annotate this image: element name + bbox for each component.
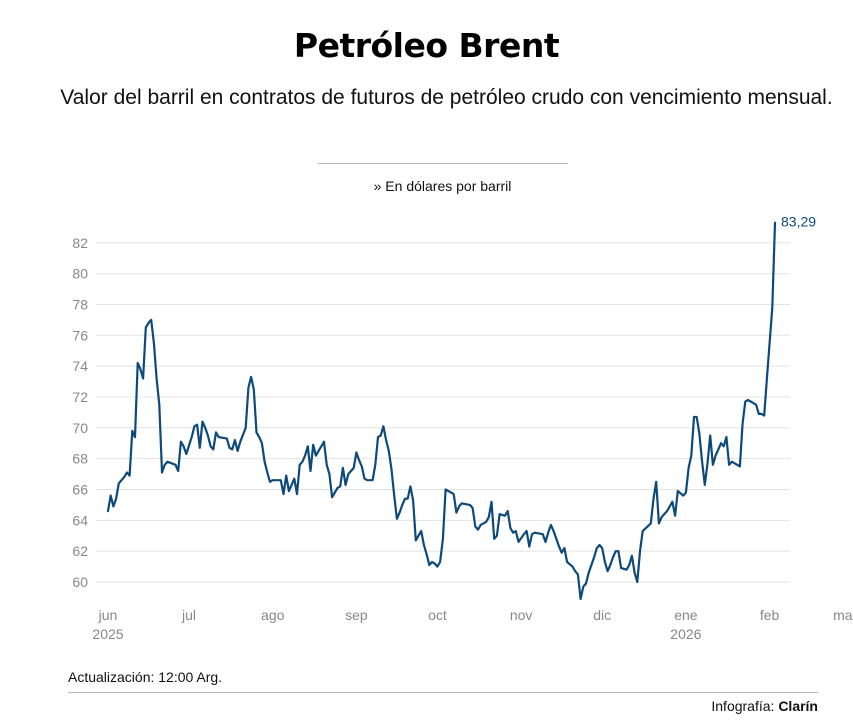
update-time: Actualización: 12:00 Arg. xyxy=(68,669,223,685)
x-tick-year-2025: 2025 xyxy=(92,626,123,642)
y-tick-label-62: 62 xyxy=(72,543,88,559)
x-tick-label-nov: nov xyxy=(510,607,533,623)
series-line-brent xyxy=(106,221,777,601)
credit: Infografía: Clarín xyxy=(711,698,818,714)
chart-title: Petróleo Brent xyxy=(293,26,560,65)
footer-divider xyxy=(68,692,818,693)
y-tick-label-76: 76 xyxy=(72,327,88,343)
x-tick-label-ene: ene xyxy=(674,607,698,623)
grid-lines xyxy=(96,242,790,583)
x-tick-label-jul: jul xyxy=(181,607,196,623)
last-value-label: 83,29 xyxy=(781,214,816,230)
x-tick-label-dic: dic xyxy=(593,607,611,623)
credit-prefix: Infografía: xyxy=(711,698,779,714)
x-tick-label-ago: ago xyxy=(261,607,285,623)
chart-subtitle: Valor del barril en contratos de futuros… xyxy=(60,86,833,109)
x-tick-label-feb: feb xyxy=(760,607,780,623)
y-tick-label-66: 66 xyxy=(72,481,88,497)
y-tick-label-74: 74 xyxy=(72,358,88,374)
y-tick-label-60: 60 xyxy=(72,574,88,590)
x-tick-label-jun: jun xyxy=(98,607,118,623)
x-tick-label-oct: oct xyxy=(428,607,447,623)
unit-note: » En dólares por barril xyxy=(373,178,512,194)
title-divider xyxy=(318,163,568,164)
x-tick-label-mar: mar xyxy=(833,607,853,623)
y-tick-label-68: 68 xyxy=(72,451,88,467)
x-tick-label-sep: sep xyxy=(345,607,368,623)
y-tick-label-70: 70 xyxy=(72,420,88,436)
y-tick-label-78: 78 xyxy=(72,296,88,312)
y-tick-label-64: 64 xyxy=(72,512,88,528)
credit-brand: Clarín xyxy=(778,698,818,714)
series-layer: 83,29 xyxy=(106,214,816,601)
x-axis: jun 2025 jul ago sep oct nov dic ene 2026 feb mar xyxy=(92,607,853,642)
y-axis: 60 62 64 66 68 70 72 74 76 78 80 82 xyxy=(72,235,88,590)
y-tick-label-80: 80 xyxy=(72,266,88,282)
x-tick-year-2026: 2026 xyxy=(670,626,701,642)
y-tick-label-72: 72 xyxy=(72,389,88,405)
y-tick-label-82: 82 xyxy=(72,235,88,251)
